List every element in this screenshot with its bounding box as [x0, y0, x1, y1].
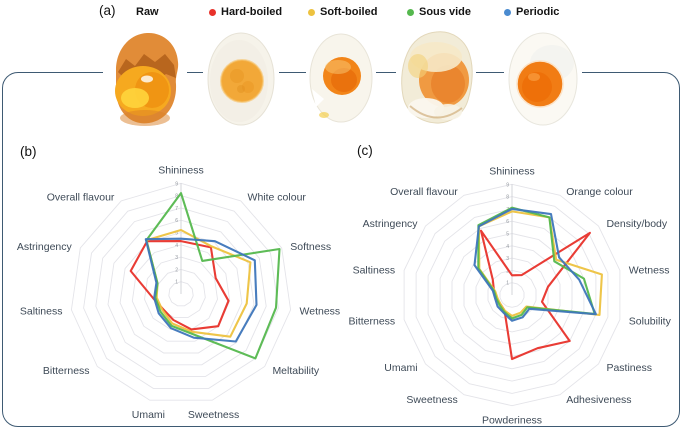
egg-image-sous-vide	[396, 28, 476, 127]
legend-dot-periodic-icon	[504, 8, 511, 16]
svg-text:Orange colour: Orange colour	[566, 186, 633, 198]
svg-text:7: 7	[175, 206, 178, 212]
svg-text:Sweetness: Sweetness	[188, 409, 239, 421]
svg-text:8: 8	[506, 195, 509, 201]
egg-image-periodic	[504, 29, 582, 128]
svg-text:Softness: Softness	[290, 241, 331, 253]
egg-image-soft-boiled	[306, 31, 376, 126]
legend-item-soft-boiled: Soft-boiled	[308, 6, 377, 18]
panel-a-label: (a)	[99, 3, 116, 18]
svg-text:Bitterness: Bitterness	[349, 316, 396, 328]
legend-item-raw: Raw	[136, 6, 159, 18]
svg-text:Pastiness: Pastiness	[606, 362, 652, 374]
svg-text:Astringency: Astringency	[363, 218, 419, 230]
svg-text:5: 5	[506, 232, 509, 238]
svg-text:8: 8	[175, 194, 178, 200]
legend-item-hard-boiled: Hard-boiled	[209, 6, 282, 18]
svg-text:White colour: White colour	[248, 192, 307, 204]
legend-label-sous-vide: Sous vide	[419, 6, 471, 18]
svg-text:Overall flavour: Overall flavour	[47, 192, 115, 204]
svg-text:Bitterness: Bitterness	[43, 365, 90, 377]
legend-item-periodic: Periodic	[504, 6, 559, 18]
svg-text:Saltiness: Saltiness	[20, 305, 63, 317]
svg-text:1: 1	[175, 280, 178, 286]
legend: Raw Hard-boiled Soft-boiled Sous vide Pe…	[0, 6, 685, 22]
legend-dot-hard-boiled-icon	[209, 8, 216, 16]
svg-text:Density/body: Density/body	[606, 218, 667, 230]
svg-text:9: 9	[175, 181, 178, 187]
legend-item-sous-vide: Sous vide	[407, 6, 471, 18]
svg-text:3: 3	[506, 256, 509, 262]
svg-text:6: 6	[175, 218, 178, 224]
svg-text:Powderiness: Powderiness	[482, 415, 542, 427]
legend-dot-soft-boiled-icon	[308, 8, 315, 16]
radar-chart-b: 1 2 3 4 5 6 7 8 9 Shininess White colour Softness We…	[17, 164, 341, 421]
legend-label-soft-boiled: Soft-boiled	[320, 6, 378, 18]
legend-label-raw: Raw	[136, 6, 159, 18]
svg-text:Umami: Umami	[132, 409, 165, 421]
egg-image-raw	[103, 26, 187, 130]
svg-text:Umami: Umami	[384, 362, 417, 374]
svg-text:Adhesiveness: Adhesiveness	[566, 394, 631, 406]
svg-text:9: 9	[506, 182, 509, 188]
svg-text:4: 4	[506, 244, 509, 250]
svg-text:4: 4	[175, 243, 178, 249]
svg-text:Meltability: Meltability	[272, 365, 319, 377]
svg-text:Saltiness: Saltiness	[353, 264, 396, 276]
legend-dot-sous-vide-icon	[407, 8, 414, 16]
svg-text:1: 1	[506, 281, 509, 287]
panel-c-label: (c)	[357, 143, 373, 158]
egg-image-hard-boiled	[203, 29, 279, 127]
svg-text:Solubility: Solubility	[629, 316, 672, 328]
svg-text:2: 2	[175, 267, 178, 273]
svg-text:5: 5	[175, 231, 178, 237]
svg-text:Shininess: Shininess	[158, 164, 204, 176]
svg-text:3: 3	[175, 255, 178, 261]
panel-b-label: (b)	[20, 144, 37, 159]
svg-text:Astringency: Astringency	[17, 241, 73, 253]
svg-text:Overall flavour: Overall flavour	[390, 186, 458, 198]
legend-label-hard-boiled: Hard-boiled	[221, 6, 283, 18]
svg-text:Sweetness: Sweetness	[406, 394, 457, 406]
svg-text:2: 2	[506, 268, 509, 274]
legend-label-periodic: Periodic	[516, 6, 560, 18]
svg-text:Shininess: Shininess	[489, 165, 535, 177]
svg-text:6: 6	[506, 219, 509, 225]
svg-text:Wetness: Wetness	[300, 305, 341, 317]
svg-text:Wetness: Wetness	[629, 264, 670, 276]
